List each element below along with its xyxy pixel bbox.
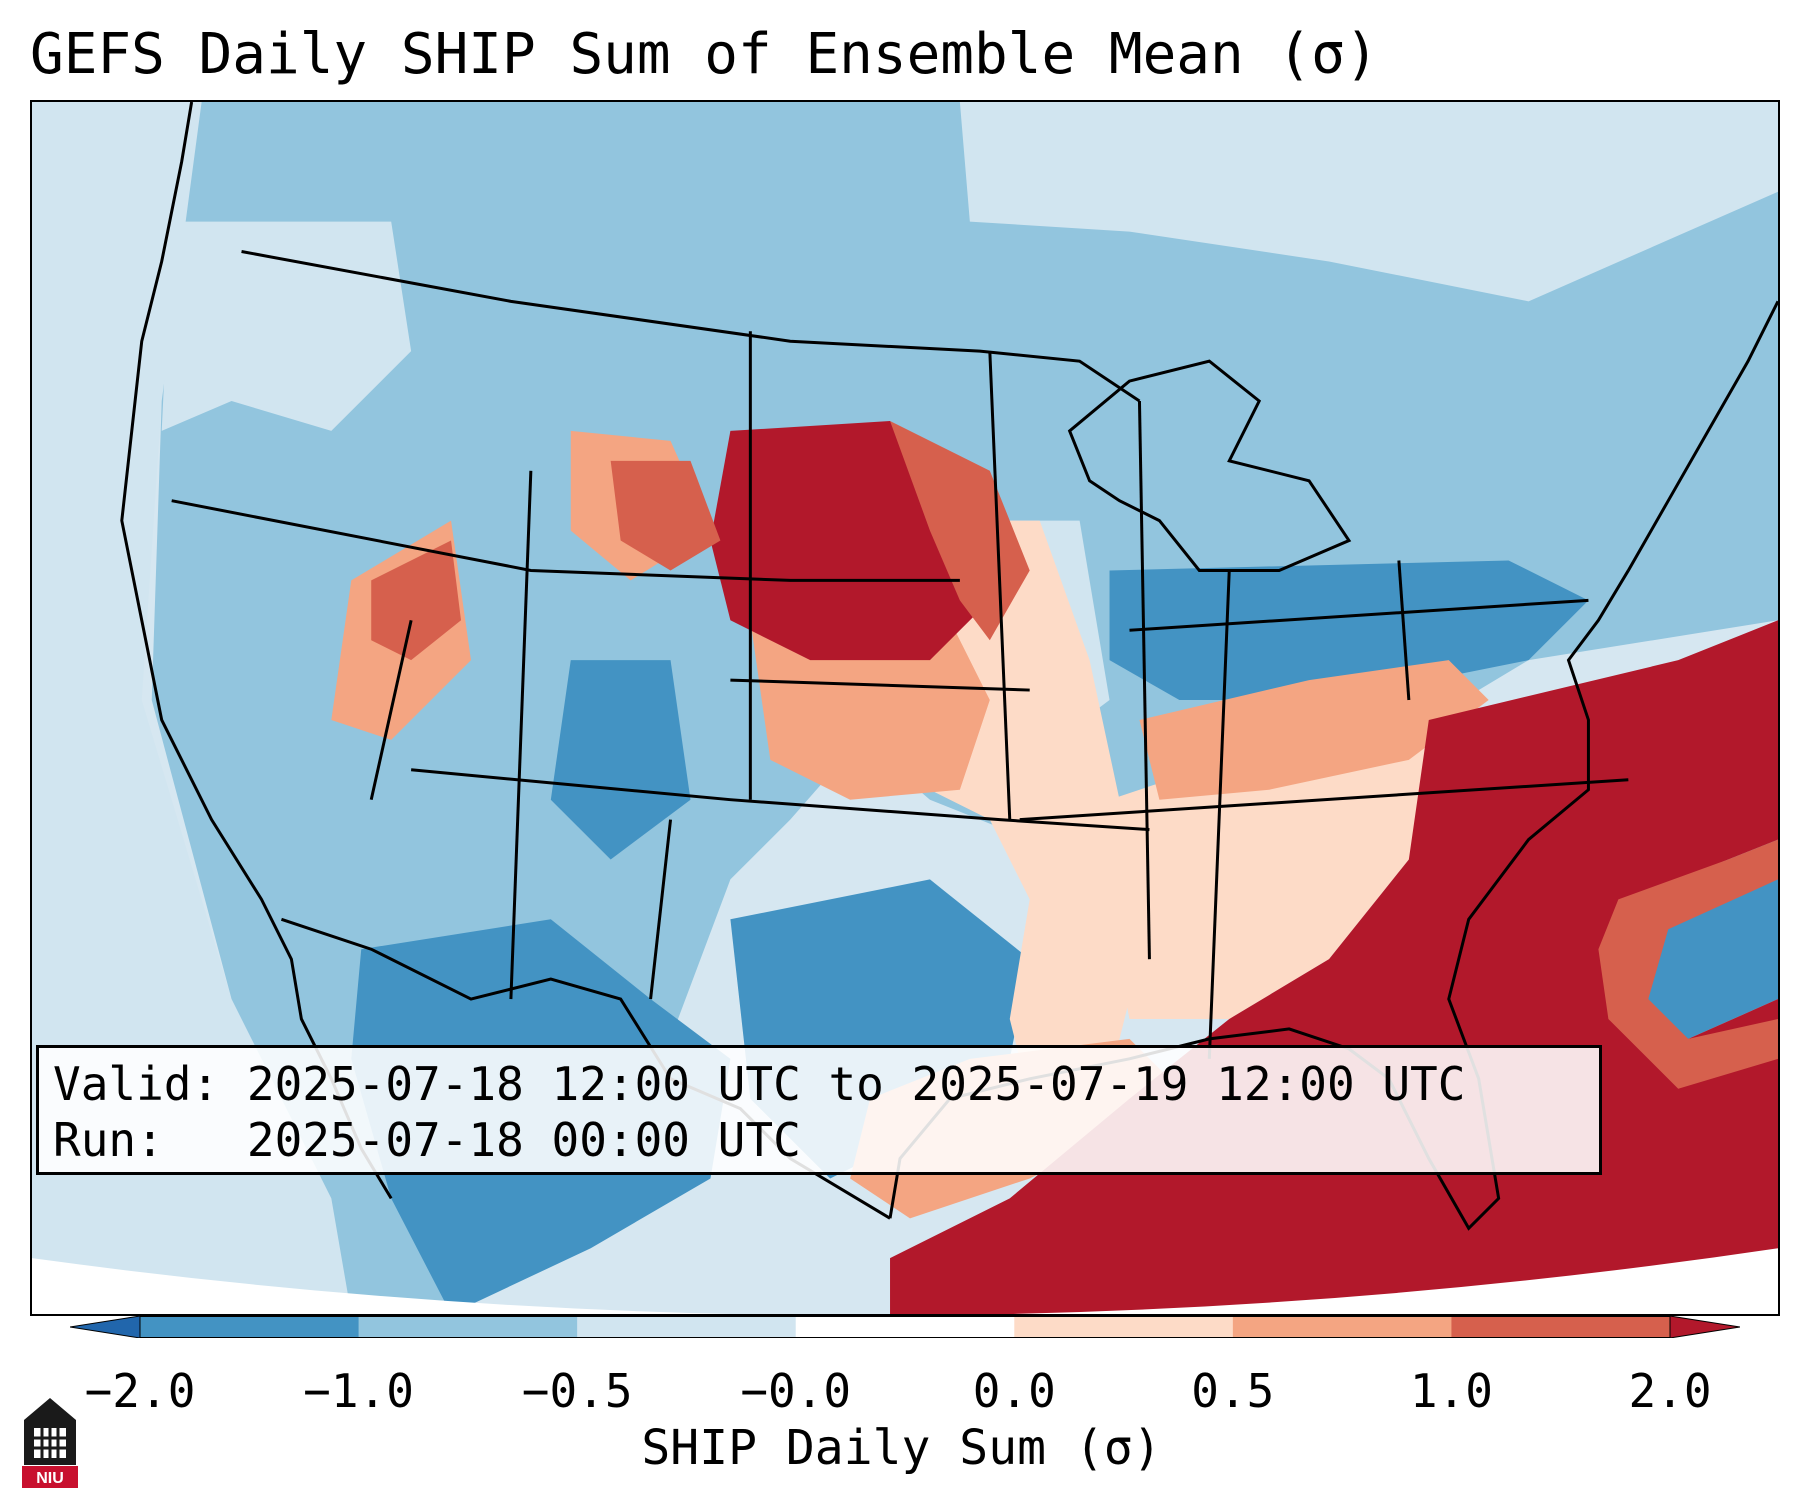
colorbar-segment: [795, 1316, 1015, 1338]
valid-row: Valid: 2025-07-18 12:00 UTC to 2025-07-1…: [53, 1056, 1585, 1112]
colorbar-extend-high: [1669, 1316, 1740, 1338]
logo-text: NIU: [36, 1470, 64, 1487]
run-value: 2025-07-18 00:00 UTC: [246, 1113, 801, 1167]
field-salmon-plains: [750, 620, 990, 800]
chart-title: GEFS Daily SHIP Sum of Ensemble Mean (σ): [30, 22, 1379, 87]
pacific-ocean: [32, 102, 352, 1314]
colorbar-extend-low: [70, 1316, 141, 1338]
colorbar-tick-label: 2.0: [1628, 1364, 1712, 1418]
colorbar-segment: [1451, 1316, 1671, 1338]
field-pale-blue-canada: [959, 102, 1778, 302]
run-label: Run:: [53, 1113, 164, 1167]
state-line-12: [730, 678, 1030, 692]
valid-value: 2025-07-18 12:00 UTC to 2025-07-19 12:00…: [246, 1057, 1466, 1111]
colorbar: [70, 1316, 1740, 1338]
colorbar-tick-label: 0.0: [972, 1364, 1056, 1418]
state-line-2: [410, 768, 1150, 832]
field-red-nevada: [371, 540, 462, 661]
colorbar-tick-label: 1.0: [1409, 1364, 1493, 1418]
state-line-5: [988, 351, 1012, 820]
colorbar-svg: [70, 1316, 1740, 1338]
state-line-9: [1019, 778, 1629, 822]
colorbar-tick-label: −2.0: [84, 1364, 196, 1418]
state-line-10: [1129, 598, 1589, 632]
colorbar-label: SHIP Daily Sum (σ): [641, 1420, 1162, 1476]
great-lakes-outline: [1067, 359, 1352, 572]
field-orange-red-atlantic-edge: [1598, 839, 1778, 1089]
state-line-6: [1137, 400, 1151, 960]
colorbar-tick-labels: −2.0 −1.0 −0.5 −0.0 0.0 0.5 1.0 2.0: [0, 1364, 1803, 1424]
niu-logo-icon: NIU: [20, 1390, 80, 1490]
projection-edge-arc: [32, 1248, 1778, 1314]
colorbar-segment: [1014, 1316, 1234, 1338]
field-blue-colorado: [550, 660, 691, 860]
colorbar-segment: [140, 1316, 360, 1338]
state-line-13: [649, 819, 673, 1000]
colorbar-segment: [358, 1316, 578, 1338]
state-line-11: [369, 619, 413, 801]
state-line-7: [1207, 570, 1231, 1059]
field-orange-red-plains-edge: [890, 420, 1030, 641]
colorbar-segment: [577, 1316, 797, 1338]
state-line-3: [509, 470, 533, 1000]
valid-label: Valid:: [53, 1057, 220, 1111]
field-salmon-tennessee: [1139, 660, 1489, 800]
colorbar-tick-label: −0.5: [521, 1364, 633, 1418]
state-line-1: [171, 499, 960, 582]
run-row: Run: 2025-07-18 00:00 UTC: [53, 1112, 1585, 1168]
colorbar-outline: [139, 1316, 1671, 1338]
canada-border: [241, 250, 1141, 403]
colorbar-tick-label: −0.0: [740, 1364, 852, 1418]
northeast-coast: [1627, 300, 1778, 572]
colorbar-segment: [1232, 1316, 1452, 1338]
colorbar-tick-label: 0.5: [1191, 1364, 1275, 1418]
field-pale-blue-nw: [161, 221, 412, 431]
colorbar-tick-label: −1.0: [303, 1364, 414, 1418]
state-line-8: [1397, 560, 1411, 701]
field-red-wyoming: [610, 460, 721, 571]
valid-run-infobox: Valid: 2025-07-18 12:00 UTC to 2025-07-1…: [36, 1045, 1602, 1175]
